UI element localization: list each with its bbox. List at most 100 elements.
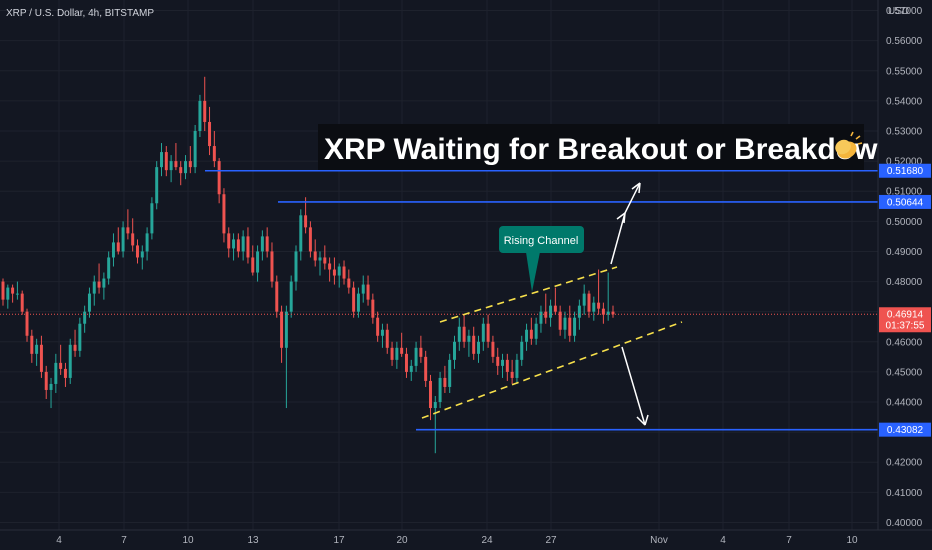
candle <box>236 233 240 258</box>
candle <box>111 233 115 267</box>
candle <box>597 269 601 315</box>
candle <box>54 353 58 393</box>
candle <box>6 284 10 309</box>
rising-channel-callout: Rising Channel <box>499 226 584 292</box>
price-tick-label: 0.41000 <box>886 488 923 499</box>
candle <box>260 230 264 261</box>
candle <box>107 251 111 285</box>
candle <box>323 245 327 270</box>
time-tick-label: 27 <box>545 535 557 546</box>
candle <box>160 143 163 177</box>
candle <box>433 395 437 454</box>
candle <box>92 275 96 306</box>
candle <box>284 305 288 409</box>
candle <box>587 290 591 318</box>
candle <box>184 155 188 180</box>
candle <box>443 365 447 393</box>
candle <box>318 251 322 276</box>
candle <box>299 209 303 261</box>
candle <box>164 146 168 177</box>
candle <box>515 353 519 384</box>
channel-upper-line <box>439 266 618 323</box>
candle <box>241 230 245 261</box>
candle <box>424 350 428 387</box>
candle <box>198 94 202 138</box>
candle <box>131 218 135 252</box>
current-price-badge: 0.46914 01:37:55 <box>879 307 931 333</box>
candle <box>304 197 308 234</box>
candle <box>486 314 490 348</box>
candle <box>539 305 543 333</box>
candle <box>59 344 63 375</box>
candle <box>390 341 394 366</box>
price-tick-label: 0.52000 <box>886 157 923 168</box>
candle <box>44 365 48 400</box>
candle <box>496 347 500 375</box>
time-tick-label: 7 <box>121 535 127 546</box>
candle <box>549 299 553 327</box>
candle <box>332 257 336 285</box>
candle <box>1 278 5 306</box>
candle <box>193 124 197 174</box>
price-tick-label: 0.56000 <box>886 36 923 47</box>
time-tick-label: 24 <box>481 535 493 546</box>
price-tick-label: 0.44000 <box>886 398 923 409</box>
candle <box>582 284 586 315</box>
candle <box>116 227 120 255</box>
candle <box>212 130 216 168</box>
time-tick-label: Nov <box>650 535 668 546</box>
level-badge: 0.43082 <box>879 422 931 437</box>
candle <box>347 269 351 294</box>
candle <box>553 287 557 315</box>
candle <box>563 311 567 339</box>
level-badge: 0.50644 <box>879 194 931 209</box>
candle <box>438 371 442 409</box>
candle <box>11 284 15 303</box>
candle <box>491 335 495 363</box>
candle <box>477 335 481 363</box>
candle <box>97 263 101 294</box>
level-badge-label: 0.43082 <box>887 425 924 436</box>
candle <box>83 305 87 333</box>
candle <box>568 305 572 342</box>
price-tick-label: 0.46000 <box>886 337 923 348</box>
candle <box>376 311 380 342</box>
candle <box>395 341 399 369</box>
time-tick-label: 10 <box>846 535 858 546</box>
candle <box>256 245 260 282</box>
level-badge: 0.51680 <box>879 163 931 178</box>
candle <box>140 245 144 270</box>
candle <box>63 362 67 387</box>
time-axis-ticks: 4 7 10 13 17 20 24 27 Nov 4 7 10 <box>56 535 858 546</box>
candle <box>472 326 476 360</box>
price-tick-label: 0.50000 <box>886 217 923 228</box>
price-tick-label: 0.54000 <box>886 96 923 107</box>
candle <box>467 329 471 357</box>
level-badges: 0.51680 0.50644 0.43082 <box>879 163 931 437</box>
price-tick-label: 0.42000 <box>886 458 923 469</box>
candle <box>409 359 413 381</box>
candle <box>371 293 375 324</box>
time-tick-label: 13 <box>247 535 259 546</box>
candle <box>270 242 274 288</box>
candle <box>505 353 509 381</box>
candle <box>150 197 154 240</box>
candle <box>414 341 418 372</box>
candle <box>30 329 34 363</box>
candle <box>308 221 312 258</box>
time-tick-label: 17 <box>333 535 345 546</box>
candle <box>294 245 298 291</box>
time-tick-label: 4 <box>720 535 726 546</box>
candle <box>35 338 39 366</box>
candle <box>342 260 346 285</box>
candle <box>534 317 538 345</box>
candle <box>501 353 505 378</box>
candle <box>481 317 485 351</box>
candle <box>380 323 384 348</box>
clapping-hands-icon <box>835 131 863 159</box>
level-badge-label: 0.50644 <box>887 197 924 208</box>
channel-lower-line <box>421 321 683 419</box>
candle <box>400 332 404 357</box>
